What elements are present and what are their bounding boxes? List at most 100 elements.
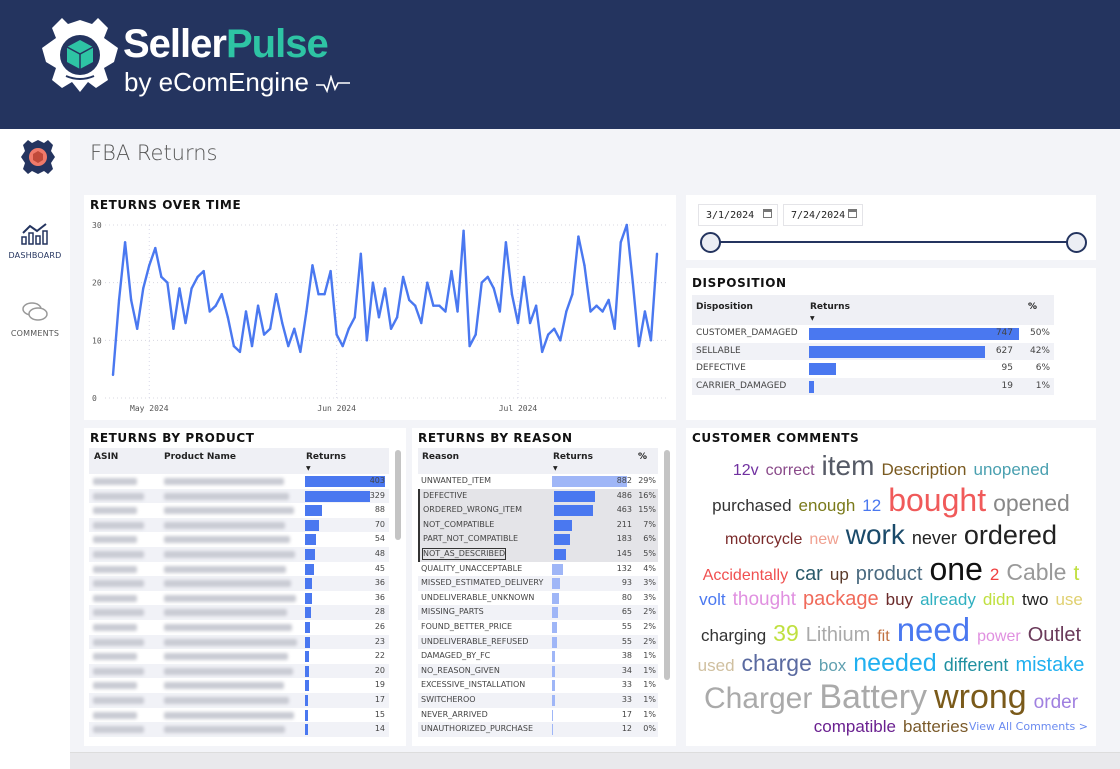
data-point[interactable]	[190, 287, 193, 290]
table-row[interactable]: 19	[89, 678, 389, 693]
data-point[interactable]	[359, 252, 363, 256]
table-row[interactable]: CUSTOMER_DAMAGED 747 50%	[692, 325, 1054, 343]
table-row[interactable]: 70	[89, 517, 389, 533]
data-point[interactable]	[287, 344, 290, 348]
data-point[interactable]	[365, 339, 369, 342]
word-cloud-word[interactable]: two	[1021, 589, 1049, 609]
data-point[interactable]	[178, 287, 181, 290]
sort-desc-icon[interactable]: ▼	[553, 465, 558, 472]
data-point[interactable]	[577, 235, 580, 238]
data-point[interactable]	[353, 316, 356, 319]
table-row[interactable]: ORDERED_WRONG_ITEM 463 15%	[418, 503, 658, 518]
data-point[interactable]	[407, 298, 411, 302]
word-cloud-word[interactable]: use	[1055, 589, 1083, 609]
data-point[interactable]	[498, 310, 502, 313]
data-point[interactable]	[631, 281, 635, 284]
word-cloud-word[interactable]: ordered	[963, 519, 1057, 550]
word-cloud-word[interactable]: need	[896, 610, 971, 648]
data-point[interactable]	[589, 310, 592, 313]
returns-series-line[interactable]	[111, 223, 659, 376]
word-cloud-word[interactable]: 12	[862, 496, 882, 516]
data-point[interactable]	[166, 281, 169, 284]
data-point[interactable]	[468, 344, 471, 348]
data-point[interactable]	[142, 287, 145, 290]
data-point[interactable]	[299, 350, 302, 354]
data-point[interactable]	[323, 293, 326, 296]
word-cloud-word[interactable]: volt	[699, 589, 726, 609]
word-cloud-word[interactable]: new	[809, 530, 839, 548]
data-point[interactable]	[637, 344, 641, 348]
word-cloud-word[interactable]: t	[1073, 562, 1080, 586]
data-point[interactable]	[262, 333, 266, 336]
word-cloud-word[interactable]: used	[697, 655, 735, 675]
column-header[interactable]: %	[638, 452, 648, 462]
word-cloud-word[interactable]: up	[829, 565, 849, 585]
data-point[interactable]	[625, 223, 628, 227]
data-point[interactable]	[486, 275, 489, 279]
data-point[interactable]	[123, 241, 127, 244]
table-row[interactable]: 26	[89, 620, 389, 635]
data-point[interactable]	[516, 321, 520, 325]
data-point[interactable]	[395, 316, 399, 319]
slider-start-handle[interactable]	[700, 232, 721, 253]
data-point[interactable]	[414, 304, 417, 307]
data-point[interactable]	[383, 287, 387, 290]
table-row[interactable]: NOT_COMPATIBLE 211 7%	[418, 517, 658, 533]
data-point[interactable]	[129, 298, 133, 302]
word-cloud-word[interactable]: compatible	[813, 716, 896, 736]
data-point[interactable]	[534, 304, 538, 307]
data-point[interactable]	[462, 229, 465, 232]
word-cloud-word[interactable]: opened	[993, 490, 1070, 517]
table-row[interactable]: MISSING_PARTS 65 2%	[418, 605, 658, 620]
table-row[interactable]: MISSED_ESTIMATED_DELIVERY 93 3%	[418, 576, 658, 591]
word-cloud-word[interactable]: package	[803, 587, 879, 610]
column-header[interactable]: Product Name	[164, 452, 236, 462]
word-cloud-word[interactable]: thought	[732, 588, 797, 610]
column-header[interactable]: %	[1028, 302, 1038, 312]
column-header[interactable]: Returns	[306, 452, 346, 462]
word-cloud-word[interactable]: 2	[989, 565, 1000, 585]
end-date-input[interactable]: 7/24/2024	[783, 204, 863, 226]
data-point[interactable]	[293, 327, 296, 330]
word-cloud-word[interactable]: power	[977, 627, 1021, 645]
data-point[interactable]	[281, 321, 284, 325]
table-row[interactable]: UNDELIVERABLE_REFUSED 55 2%	[418, 634, 658, 650]
data-point[interactable]	[335, 333, 338, 336]
table-row[interactable]: 329	[89, 488, 389, 504]
word-cloud-word[interactable]: mistake	[1015, 653, 1085, 676]
table-row[interactable]: UNAUTHORIZED_PURCHASE 12 0%	[418, 722, 658, 737]
data-point[interactable]	[311, 264, 314, 267]
word-cloud-word[interactable]: didn	[982, 589, 1015, 609]
data-point[interactable]	[250, 344, 254, 348]
app-logo-icon[interactable]	[20, 139, 56, 175]
data-point[interactable]	[420, 321, 423, 325]
data-point[interactable]	[444, 310, 447, 313]
data-point[interactable]	[474, 333, 477, 336]
data-point[interactable]	[117, 298, 121, 302]
word-cloud-word[interactable]: car	[795, 563, 823, 586]
data-point[interactable]	[528, 321, 532, 325]
data-point[interactable]	[607, 298, 610, 302]
data-point[interactable]	[377, 316, 381, 319]
start-date-input[interactable]: 3/1/2024	[698, 204, 778, 226]
calendar-icon[interactable]	[763, 209, 772, 218]
table-row[interactable]: FOUND_BETTER_PRICE 55 2%	[418, 620, 658, 635]
word-cloud-word[interactable]: work	[845, 518, 905, 550]
word-cloud-word[interactable]: motorcycle	[725, 530, 803, 548]
word-cloud-word[interactable]: correct	[765, 462, 815, 479]
word-cloud-word[interactable]: buy	[885, 589, 914, 609]
word-cloud-word[interactable]: wrong	[934, 677, 1027, 716]
data-point[interactable]	[371, 281, 375, 284]
table-row[interactable]: 17	[89, 692, 389, 708]
word-cloud-word[interactable]: Lithium	[805, 623, 871, 646]
table-row[interactable]: NEVER_ARRIVED 17 1%	[418, 708, 658, 723]
data-point[interactable]	[111, 373, 115, 377]
slider-end-handle[interactable]	[1066, 232, 1087, 253]
table-row[interactable]: PART_NOT_COMPATIBLE 183 6%	[418, 532, 658, 547]
word-cloud-word[interactable]: product	[855, 563, 923, 586]
data-point[interactable]	[347, 327, 350, 330]
data-point[interactable]	[268, 327, 272, 330]
word-cloud-word[interactable]: item	[821, 450, 875, 481]
data-point[interactable]	[649, 339, 653, 342]
word-cloud-word[interactable]: different	[943, 654, 1009, 675]
